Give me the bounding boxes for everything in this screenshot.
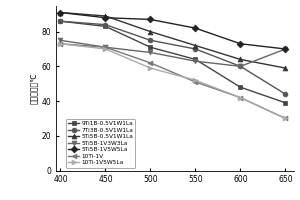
5Ti5B-1V3W3La (284, 48, 287, 50)
10Ti-1V (103, 46, 107, 48)
5Ti5B-0.5V1W1La (148, 30, 152, 33)
5Ti5B-1V5W5La (194, 27, 197, 29)
10Ti-1V5W5La (284, 117, 287, 120)
5Ti5B-0.5V1W1La (58, 11, 62, 14)
5Ti5B-0.5V1W1La (194, 44, 197, 47)
10Ti-1V (194, 81, 197, 83)
10Ti-1V5W5La (194, 79, 197, 81)
9Ti1B-0.5V1W1La (194, 58, 197, 61)
Line: 10Ti-1V5W5La: 10Ti-1V5W5La (58, 41, 288, 121)
9Ti1B-0.5V1W1La (284, 102, 287, 104)
Line: 5Ti5B-1V3W3La: 5Ti5B-1V3W3La (58, 38, 288, 69)
9Ti1B-0.5V1W1La (238, 86, 242, 88)
5Ti5B-1V5W5La (58, 11, 62, 14)
Line: 5Ti5B-0.5V1W1La: 5Ti5B-0.5V1W1La (58, 10, 288, 71)
5Ti5B-0.5V1W1La (284, 67, 287, 69)
9Ti1B-0.5V1W1La (58, 20, 62, 22)
10Ti-1V (238, 96, 242, 99)
5Ti5B-1V5W5La (103, 17, 107, 19)
5Ti5B-1V5W5La (148, 18, 152, 21)
10Ti-1V (148, 62, 152, 64)
5Ti5B-1V3W3La (194, 60, 197, 62)
10Ti-1V5W5La (148, 67, 152, 69)
7Ti3B-0.5V1W1La (103, 23, 107, 26)
Line: 7Ti3B-0.5V1W1La: 7Ti3B-0.5V1W1La (58, 19, 288, 97)
5Ti5B-1V5W5La (238, 43, 242, 45)
Legend: 9Ti1B-0.5V1W1La, 7Ti3B-0.5V1W1La, 5Ti5B-0.5V1W1La, 5Ti5B-1V3W3La, 5Ti5B-1V5W5La,: 9Ti1B-0.5V1W1La, 7Ti3B-0.5V1W1La, 5Ti5B-… (66, 119, 135, 168)
9Ti1B-0.5V1W1La (103, 25, 107, 28)
Line: 10Ti-1V: 10Ti-1V (58, 41, 288, 121)
7Ti3B-0.5V1W1La (148, 39, 152, 41)
5Ti5B-0.5V1W1La (238, 58, 242, 61)
7Ti3B-0.5V1W1La (58, 20, 62, 22)
5Ti5B-1V3W3La (238, 65, 242, 68)
10Ti-1V (58, 43, 62, 45)
Line: 9Ti1B-0.5V1W1La: 9Ti1B-0.5V1W1La (58, 19, 288, 105)
10Ti-1V (284, 117, 287, 120)
10Ti-1V5W5La (58, 43, 62, 45)
Line: 5Ti5B-1V5W5La: 5Ti5B-1V5W5La (58, 10, 288, 51)
7Ti3B-0.5V1W1La (238, 65, 242, 68)
5Ti5B-1V5W5La (284, 48, 287, 50)
5Ti5B-1V3W3La (103, 46, 107, 48)
5Ti5B-1V3W3La (58, 39, 62, 41)
7Ti3B-0.5V1W1La (284, 93, 287, 95)
5Ti5B-1V3W3La (148, 51, 152, 54)
7Ti3B-0.5V1W1La (194, 48, 197, 50)
Y-axis label: 脱硝效率／℃: 脱硝效率／℃ (30, 72, 39, 104)
10Ti-1V5W5La (103, 48, 107, 50)
9Ti1B-0.5V1W1La (148, 46, 152, 48)
5Ti5B-0.5V1W1La (103, 15, 107, 17)
10Ti-1V5W5La (238, 96, 242, 99)
